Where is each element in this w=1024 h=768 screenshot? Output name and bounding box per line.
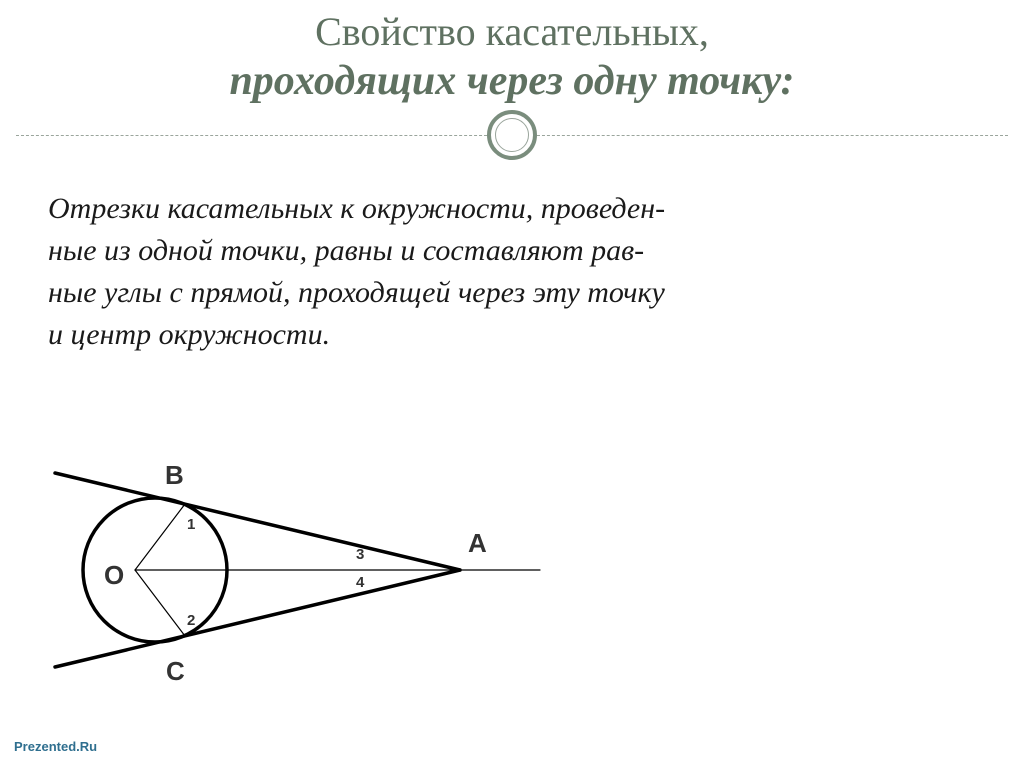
divider-line-left — [16, 135, 492, 136]
label-A: A — [468, 528, 487, 559]
divider — [0, 110, 1024, 160]
angle-label-4: 4 — [356, 574, 364, 591]
body-text-span: Отрезки касательных к окружности, провед… — [48, 192, 665, 351]
divider-circle-ornament — [487, 110, 537, 160]
angle-label-3: 3 — [356, 546, 364, 563]
title-block: Свойство касательных, проходящих через о… — [0, 0, 1024, 106]
angle-label-2: 2 — [187, 612, 195, 629]
title-line2: проходящих через одну точку: — [229, 56, 794, 106]
title-line1: Свойство касательных, — [0, 8, 1024, 56]
label-C: C — [166, 656, 185, 687]
divider-line-right — [532, 135, 1008, 136]
body-text: Отрезки касательных к окружности, провед… — [0, 160, 1024, 356]
angle-label-1: 1 — [187, 516, 195, 533]
slide: Свойство касательных, проходящих через о… — [0, 0, 1024, 768]
footer-credit: Prezented.Ru — [14, 739, 97, 754]
label-B: B — [165, 460, 184, 491]
label-O: O — [104, 560, 124, 591]
diagram: O A B C 1 2 3 4 — [40, 420, 600, 700]
